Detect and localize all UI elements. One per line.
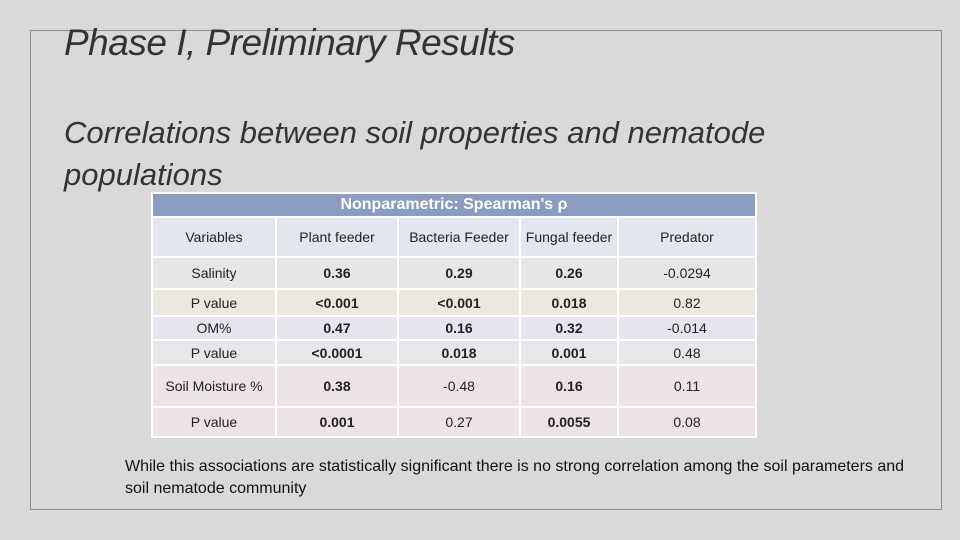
cell: P value [151,339,277,366]
cell: OM% [151,315,277,341]
column-header: Bacteria Feeder [397,216,521,258]
cell: 0.27 [397,406,521,438]
cell: 0.001 [519,339,619,366]
cell: 0.0055 [519,406,619,438]
cell: <0.0001 [275,339,399,366]
column-header: Plant feeder [275,216,399,258]
cell: 0.16 [519,364,619,408]
cell: 0.47 [275,315,399,341]
note: While this associations are statisticall… [125,458,905,497]
cell: -0.0294 [617,256,757,290]
cell: 0.29 [397,256,521,290]
cell: P value [151,406,277,438]
row: P value <0.0001 0.018 0.001 0.48 [151,339,757,366]
cell: 0.26 [519,256,619,290]
cell: -0.014 [617,315,757,341]
cell: Salinity [151,256,277,290]
title: Phase I, Preliminary Results [64,22,515,63]
cell: <0.001 [397,288,521,317]
frame [30,30,942,510]
row: Salinity 0.36 0.29 0.26 -0.0294 [151,256,757,290]
cell: 0.48 [617,339,757,366]
cell: -0.48 [397,364,521,408]
cell: 0.38 [275,364,399,408]
row: P value 0.001 0.27 0.0055 0.08 [151,406,757,438]
table-caption: Nonparametric: Spearman's ρ [151,192,757,218]
cell: P value [151,288,277,317]
row: OM% 0.47 0.16 0.32 -0.014 [151,315,757,341]
cell: 0.001 [275,406,399,438]
column-header: Predator [617,216,757,258]
cell: 0.16 [397,315,521,341]
subtitle: Correlations between soil properties and… [64,115,766,192]
header-row: Variables Plant feeder Bacteria Feeder F… [151,216,757,258]
column-header: Variables [151,216,277,258]
table: Nonparametric: Spearman's ρ Variables Pl… [151,192,757,438]
row: Soil Moisture % 0.38 -0.48 0.16 0.11 [151,364,757,408]
cell: 0.11 [617,364,757,408]
cell: Soil Moisture % [151,364,277,408]
cell: 0.018 [397,339,521,366]
cell: 0.08 [617,406,757,438]
cell: 0.36 [275,256,399,290]
cell: 0.82 [617,288,757,317]
caption-row: Nonparametric: Spearman's ρ [151,192,757,218]
cell: <0.001 [275,288,399,317]
column-header: Fungal feeder [519,216,619,258]
cell: 0.018 [519,288,619,317]
cell: 0.32 [519,315,619,341]
row: P value <0.001 <0.001 0.018 0.82 [151,288,757,317]
